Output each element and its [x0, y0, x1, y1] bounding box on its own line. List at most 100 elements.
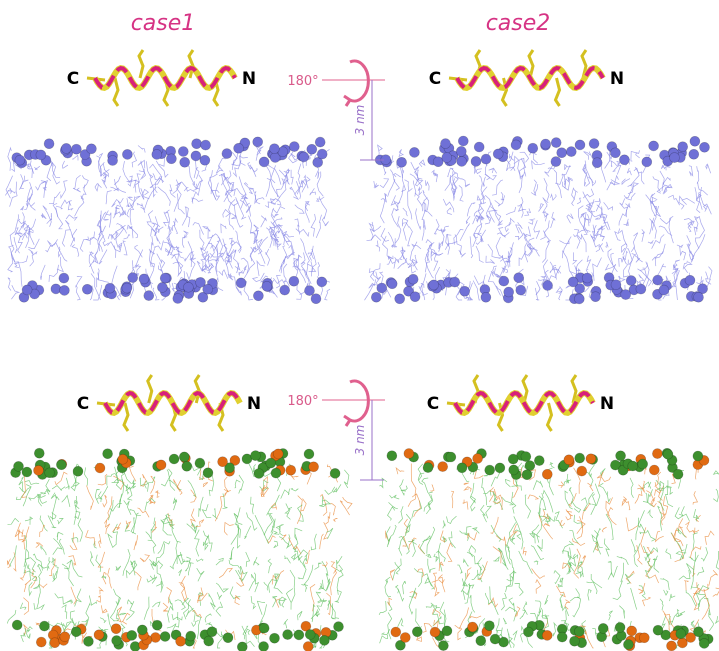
lipid-tail: [602, 625, 611, 648]
lipid-tail: [476, 194, 485, 205]
lipid-tail: [647, 481, 652, 489]
lipid-tail: [536, 512, 543, 543]
lipid-tail: [531, 159, 545, 170]
lipid-tail: [184, 206, 191, 228]
lipid-tail: [566, 473, 570, 484]
headgroup: [652, 448, 663, 459]
lipid-tail: [18, 529, 24, 541]
lipid-tail: [207, 227, 211, 239]
headgroup: [237, 641, 248, 651]
lipid-tail: [442, 520, 446, 529]
lipid-tail: [638, 274, 645, 288]
headgroup: [333, 621, 344, 632]
headgroup: [94, 462, 106, 474]
lipid-tail: [206, 534, 213, 552]
lipid-tail: [461, 178, 471, 188]
lipid-tail: [61, 494, 71, 507]
lipid-tail: [335, 564, 343, 573]
lipid-tail: [140, 186, 157, 211]
lipid-tail: [253, 556, 260, 566]
lipid-tail: [534, 287, 540, 301]
lipid-tail: [9, 214, 19, 236]
headgroup: [556, 631, 568, 643]
lipid-tail: [26, 626, 33, 633]
lipid-tail: [46, 161, 54, 182]
headgroup: [662, 448, 674, 460]
headgroup: [137, 624, 148, 636]
lipid-tail: [327, 599, 331, 610]
lipid-tail: [641, 229, 645, 242]
lipid-tail: [254, 191, 261, 205]
lipid-tail: [533, 220, 541, 239]
lipid-tail: [18, 476, 24, 491]
lipid-tail: [538, 514, 554, 540]
headgroup: [470, 156, 482, 167]
lipid-tail: [646, 553, 652, 568]
lipid-tail: [216, 631, 223, 649]
lipid-tail: [239, 155, 248, 166]
lipid-tail: [224, 243, 234, 278]
lipid-tail: [148, 494, 154, 505]
lipid-tail: [228, 559, 240, 569]
lipid-tail: [273, 540, 279, 549]
lipid-tail: [265, 201, 276, 209]
headgroup: [250, 450, 261, 461]
lipid-tail: [238, 474, 244, 494]
lipid-tail: [703, 203, 712, 215]
lipid-tail: [94, 235, 104, 263]
lipid-tail: [430, 484, 435, 492]
lipid-tail: [529, 469, 536, 481]
lipid-tail: [65, 214, 78, 221]
lipid-tail: [193, 174, 204, 191]
lipid-tail: [538, 203, 544, 212]
lipid-tail: [6, 609, 17, 624]
headgroup: [86, 143, 97, 155]
headgroup: [510, 139, 522, 151]
lipid-tail: [433, 252, 439, 272]
lipid-tail: [321, 499, 332, 505]
headgroup: [151, 619, 163, 631]
lipid-tail: [111, 198, 124, 208]
lipid-tail: [171, 253, 185, 259]
lipid-tail: [126, 601, 135, 621]
lipid-tail: [319, 495, 327, 507]
lipid-tail: [96, 595, 102, 603]
lipid-tail: [205, 253, 211, 268]
lipid-tail: [310, 245, 314, 259]
lipid-tail: [588, 176, 596, 187]
lipid-tail: [514, 606, 521, 617]
headgroup: [658, 284, 670, 296]
lipid-tail: [530, 545, 545, 561]
lipid-tail: [97, 551, 106, 568]
lipid-tail: [150, 475, 156, 494]
lipid-tail: [390, 569, 396, 581]
headgroup: [677, 141, 689, 152]
headgroup: [625, 275, 637, 286]
lipid-tail: [97, 272, 109, 283]
headgroup: [480, 153, 492, 165]
lipid-tail: [134, 571, 142, 591]
lipid-tail: [529, 242, 535, 250]
lipid-tail: [494, 265, 506, 277]
headgroup: [563, 454, 575, 466]
lipid-tail: [700, 546, 708, 562]
lipid-tail: [430, 602, 440, 608]
headgroup: [467, 621, 478, 633]
lipid-tail: [401, 219, 410, 228]
lipid-tail: [644, 555, 658, 580]
lipid-tail: [647, 240, 654, 244]
lipid-tail: [688, 165, 694, 177]
lipid-tail: [559, 599, 570, 617]
lipid-tail: [248, 574, 256, 591]
lipid-tail: [146, 210, 154, 224]
lipid-tail: [70, 586, 78, 605]
headgroup: [615, 450, 626, 462]
lipid-tail: [669, 593, 676, 602]
lipid-tail: [457, 564, 463, 574]
lipid-tail: [130, 560, 136, 576]
lipid-tail: [290, 487, 299, 492]
headgroup: [202, 283, 213, 295]
lipid-tail: [198, 496, 204, 517]
headgroup: [310, 293, 322, 305]
